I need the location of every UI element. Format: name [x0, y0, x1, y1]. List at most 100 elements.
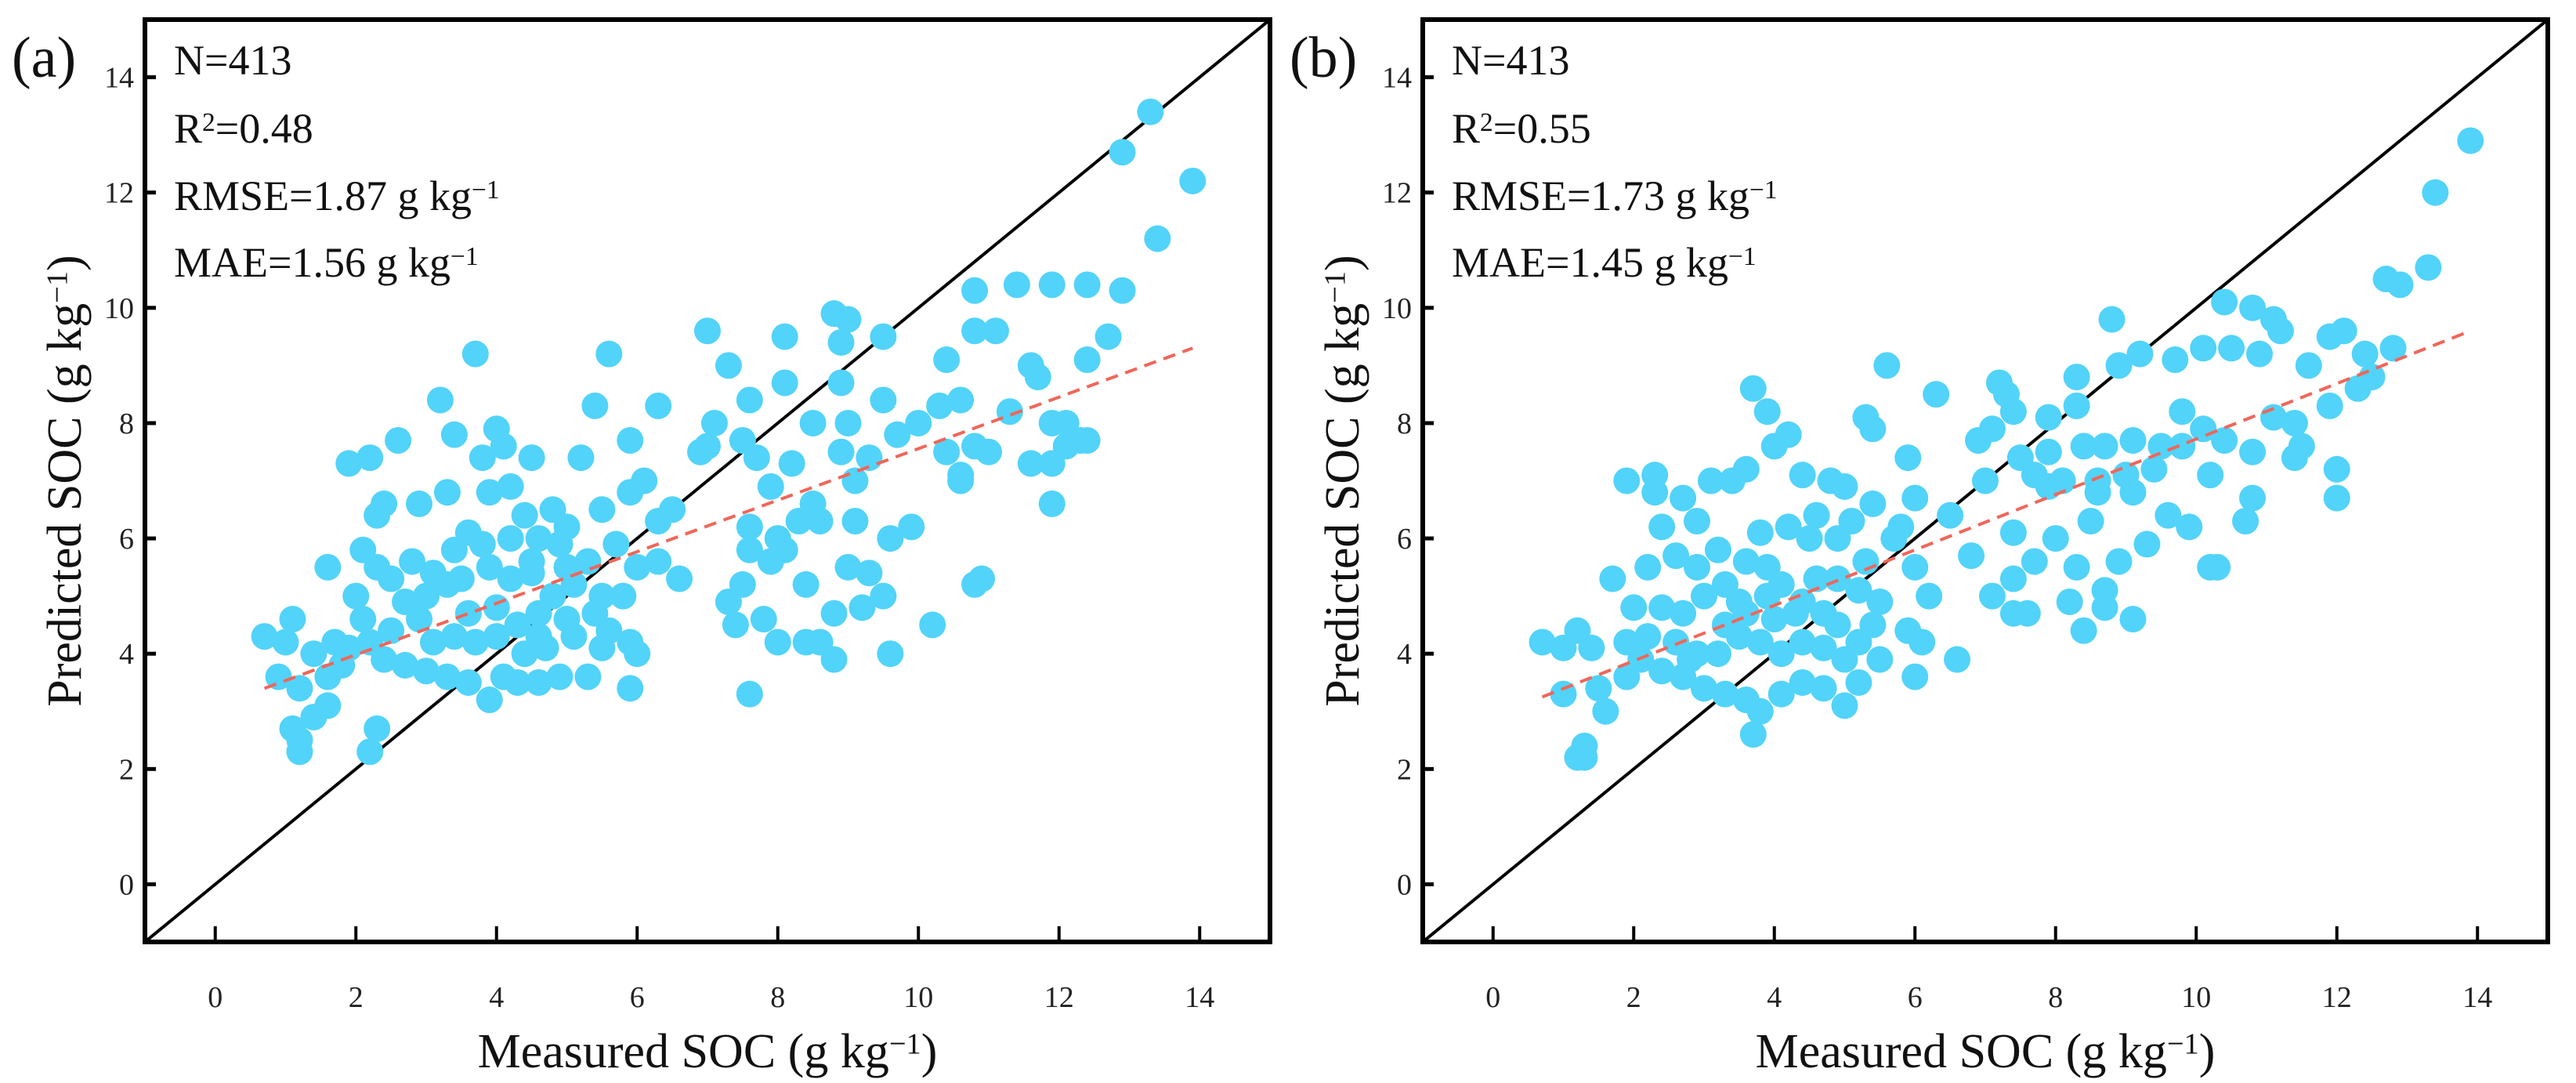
data-point [877, 525, 904, 552]
data-point [1817, 467, 1844, 494]
stat-annotation: N=413 [1452, 37, 1569, 84]
data-point [286, 675, 313, 702]
data-point [771, 323, 798, 350]
data-point [504, 611, 531, 639]
stat-annotation: MAE=1.45 g kg−1 [1452, 239, 1757, 286]
data-point [877, 640, 904, 668]
data-point [694, 317, 721, 345]
data-point [1789, 462, 1816, 489]
y-tick-label: 6 [1397, 523, 1412, 556]
data-point [1767, 640, 1795, 668]
x-tick-label: 4 [489, 981, 504, 1014]
data-point [525, 668, 552, 696]
data-point [645, 392, 672, 419]
data-point [792, 570, 819, 598]
data-point [2091, 577, 2118, 604]
data-point [820, 599, 848, 627]
regression-fit-line [263, 346, 1193, 690]
data-point [1670, 484, 1697, 512]
data-point [378, 565, 405, 592]
data-point [1684, 553, 1711, 581]
data-point [2415, 254, 2442, 281]
data-point [461, 340, 489, 368]
data-point [947, 467, 975, 494]
data-point [1648, 657, 1676, 685]
x-tick-label: 12 [2322, 981, 2352, 1014]
data-point [476, 686, 503, 714]
data-point [602, 531, 630, 558]
data-point [624, 553, 651, 581]
data-point [1691, 582, 1717, 610]
data-point [2379, 335, 2407, 362]
data-point [525, 623, 552, 650]
data-point [1585, 675, 1612, 702]
data-point [1796, 525, 1823, 552]
x-tick-label: 6 [1908, 981, 1923, 1014]
data-point [617, 675, 644, 702]
y-tick-label: 2 [1397, 753, 1412, 786]
y-tick-label: 8 [1397, 407, 1412, 440]
data-point [413, 657, 440, 685]
data-point [2239, 484, 2267, 512]
data-point [2021, 462, 2048, 489]
data-point [1725, 588, 1753, 615]
data-point [1775, 421, 1802, 448]
data-point [286, 738, 313, 766]
data-point [539, 582, 566, 610]
data-point [2063, 364, 2090, 391]
data-point [1038, 450, 1065, 477]
data-point [1746, 697, 1774, 725]
data-point [2323, 484, 2350, 512]
y-tick-label: 6 [119, 523, 134, 556]
data-point [595, 617, 623, 644]
data-point [595, 340, 623, 368]
y-tick-label: 14 [104, 62, 134, 95]
data-point [454, 599, 482, 627]
data-point [2344, 375, 2372, 402]
data-point [1880, 525, 1908, 552]
data-point [2211, 427, 2238, 455]
data-point [1873, 352, 1901, 379]
data-point [364, 502, 391, 529]
data-point [1038, 409, 1065, 436]
data-point [251, 623, 278, 650]
data-point [2218, 335, 2245, 362]
data-point [1859, 611, 1887, 639]
x-tick-label: 10 [903, 981, 933, 1014]
data-point [497, 525, 524, 552]
data-point [961, 317, 989, 345]
data-point [1739, 721, 1767, 748]
data-point [2091, 433, 2118, 460]
data-point [1923, 381, 1950, 408]
data-point [1852, 404, 1880, 431]
data-point [1803, 502, 1830, 529]
data-point [1634, 553, 1662, 581]
data-point [2169, 433, 2196, 460]
data-point [2457, 127, 2484, 154]
stat-annotation: R2=0.55 [1452, 105, 1591, 152]
data-point [1859, 490, 1887, 517]
data-point [834, 553, 862, 581]
data-point [919, 611, 946, 639]
data-point [546, 663, 573, 690]
data-point [2295, 352, 2322, 379]
data-point [933, 346, 961, 374]
data-point [1003, 271, 1030, 299]
data-point [356, 738, 384, 766]
data-point [272, 628, 299, 656]
data-point [947, 386, 975, 414]
data-point [700, 409, 728, 436]
data-point [588, 496, 616, 523]
stat-annotation: N=413 [174, 37, 291, 84]
data-point [1944, 646, 1971, 673]
data-point [2070, 433, 2097, 460]
data-point [2204, 553, 2231, 581]
data-point [1746, 628, 1774, 656]
data-point [806, 628, 834, 656]
stat-annotation: R2=0.48 [174, 105, 313, 152]
data-point [497, 473, 524, 500]
x-tick-label: 10 [2181, 981, 2211, 1014]
data-point [518, 548, 545, 575]
data-point [1137, 98, 1164, 125]
